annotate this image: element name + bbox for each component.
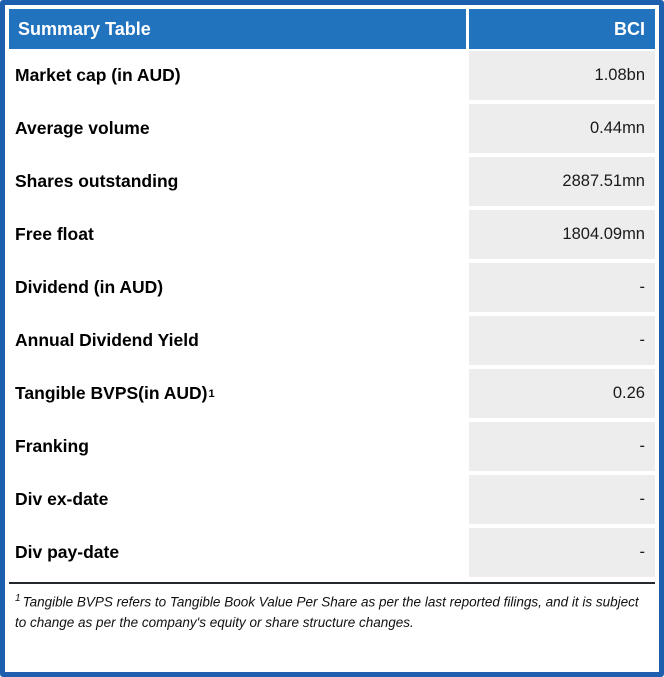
row-value-col: - <box>469 526 655 579</box>
table-row: Free float 1804.09mn <box>9 208 655 261</box>
row-value-col: - <box>469 314 655 367</box>
row-label: Average volume <box>9 102 466 155</box>
row-value: 1.08bn <box>469 51 655 100</box>
table-row: Shares outstanding 2887.51mn <box>9 155 655 208</box>
row-value-col: - <box>469 420 655 473</box>
row-value: - <box>469 263 655 312</box>
row-label-text: Tangible BVPS(in AUD) <box>15 383 208 403</box>
row-value: 2887.51mn <box>469 157 655 206</box>
ticker-header: BCI <box>469 9 655 49</box>
row-label-text: Annual Dividend Yield <box>15 330 199 350</box>
row-value: 1804.09mn <box>469 210 655 259</box>
row-value-col: - <box>469 473 655 526</box>
row-label: Div pay-date <box>9 526 466 579</box>
row-value: 0.26 <box>469 369 655 418</box>
row-label-text: Free float <box>15 224 94 244</box>
table-row: Dividend (in AUD) - <box>9 261 655 314</box>
table-row: Div pay-date - <box>9 526 655 579</box>
row-label: Franking <box>9 420 466 473</box>
row-label-text: Dividend (in AUD) <box>15 277 164 297</box>
row-label-text: Market cap (in AUD) <box>15 65 181 85</box>
footnote: 1 Tangible BVPS refers to Tangible Book V… <box>9 582 655 672</box>
table-row: Annual Dividend Yield - <box>9 314 655 367</box>
row-label-text: Div pay-date <box>15 542 120 562</box>
footnote-marker: 1 <box>15 593 21 604</box>
row-label: Annual Dividend Yield <box>9 314 466 367</box>
row-value-col: 2887.51mn <box>469 155 655 208</box>
row-label: Market cap (in AUD) <box>9 49 466 102</box>
row-value: - <box>469 528 655 577</box>
row-value-col: 0.26 <box>469 367 655 420</box>
row-label-text: Shares outstanding <box>15 171 179 191</box>
row-value-col: - <box>469 261 655 314</box>
table-title: Summary Table <box>9 9 466 49</box>
table-row: Div ex-date - <box>9 473 655 526</box>
row-value-col: 1.08bn <box>469 49 655 102</box>
row-label: Tangible BVPS(in AUD) 1 <box>9 367 466 420</box>
row-value: 0.44mn <box>469 104 655 153</box>
row-label: Dividend (in AUD) <box>9 261 466 314</box>
footnote-text: Tangible BVPS refers to Tangible Book Va… <box>15 594 639 630</box>
table-row: Market cap (in AUD) 1.08bn <box>9 49 655 102</box>
row-label: Free float <box>9 208 466 261</box>
row-value: - <box>469 422 655 471</box>
row-label-text: Div ex-date <box>15 489 109 509</box>
table-body: Market cap (in AUD) 1.08bn Average volum… <box>9 49 655 579</box>
row-label: Div ex-date <box>9 473 466 526</box>
table-row: Average volume 0.44mn <box>9 102 655 155</box>
row-value-col: 0.44mn <box>469 102 655 155</box>
row-value: - <box>469 475 655 524</box>
footnote-reference-marker: 1 <box>208 387 215 400</box>
table-header-row: Summary Table BCI <box>9 9 655 49</box>
table-row: Franking - <box>9 420 655 473</box>
row-value: - <box>469 316 655 365</box>
table-row: Tangible BVPS(in AUD) 1 0.26 <box>9 367 655 420</box>
row-label-text: Average volume <box>15 118 150 138</box>
row-label: Shares outstanding <box>9 155 466 208</box>
row-label-text: Franking <box>15 436 89 456</box>
row-value-col: 1804.09mn <box>469 208 655 261</box>
